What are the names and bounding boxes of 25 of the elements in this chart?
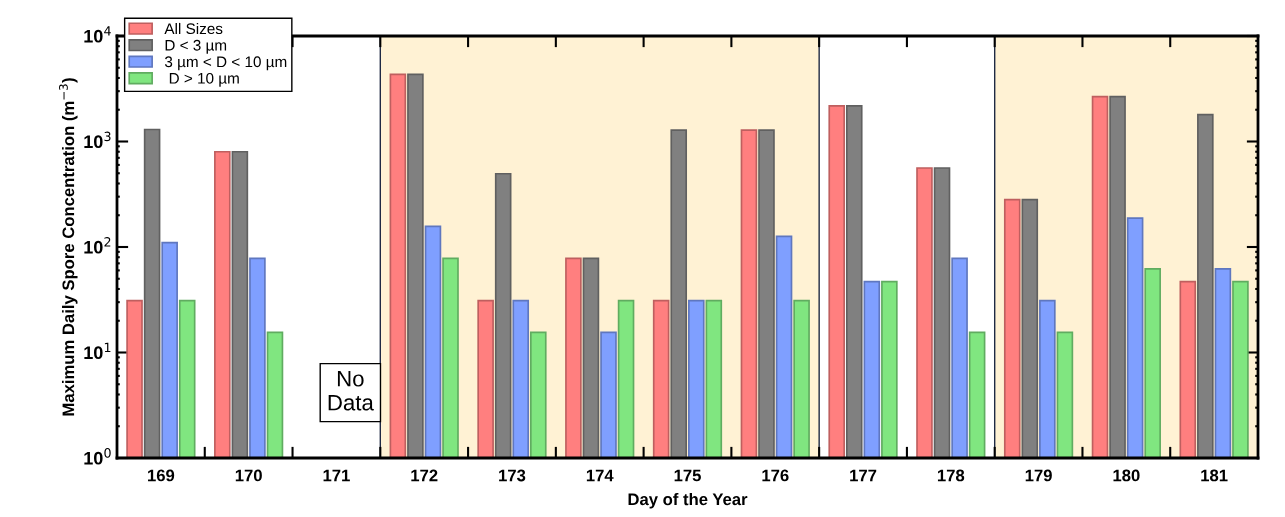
x-tick-label: 180: [1113, 469, 1140, 482]
x-tick-label: 177: [850, 469, 877, 482]
x-tick-label: 175: [674, 469, 701, 482]
x-tick-label: 174: [586, 469, 614, 482]
x-tick-label: 170: [235, 469, 262, 482]
x-tick-label: 172: [411, 469, 438, 482]
y-tick-label: 10$^{1}$: [84, 342, 111, 360]
x-tick-label: 178: [937, 469, 965, 482]
y-tick-label: 10$^{3}$: [84, 131, 111, 149]
x-axis-title: Day of the Year: [628, 492, 748, 509]
x-tick-label: 179: [1025, 469, 1052, 482]
legend-label: All Sizes: [164, 22, 223, 35]
annotation: No Data: [328, 371, 374, 411]
y-tick-label: 10$^{2}$: [84, 237, 111, 254]
x-tick-label: 171: [323, 469, 350, 482]
y-tick-label: 10$^{4}$: [84, 26, 111, 43]
legend-label: D < 3 µm: [165, 39, 227, 54]
y-axis-title: Maximum Daily Spore Concentration (m$^{−3}$): [59, 78, 78, 416]
y-tick-label: 10$^{0}$: [84, 448, 111, 465]
x-tick-label: 169: [148, 469, 175, 482]
x-tick-label: 176: [762, 469, 789, 482]
legend-label: 3 µm < D < 10 µm: [164, 56, 287, 71]
x-tick-label: 173: [499, 469, 526, 482]
legend-label: D > 10 µm: [169, 72, 239, 87]
x-tick-label: 181: [1201, 469, 1228, 482]
